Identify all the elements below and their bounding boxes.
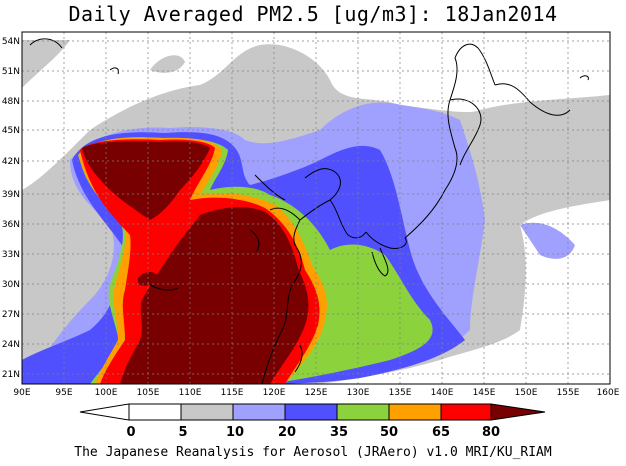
y-tick-label: 45N <box>2 126 20 136</box>
x-tick-label: 160E <box>597 388 620 398</box>
colorbar-bin <box>440 403 492 421</box>
x-axis-labels: 90E 95E 100E 105E 110E 115E 120E 125E 13… <box>13 388 619 398</box>
y-tick-label: 21N <box>2 370 20 380</box>
colorbar-bin <box>232 403 286 421</box>
y-tick-label: 42N <box>2 157 20 167</box>
map-frame <box>21 31 611 385</box>
x-tick-label: 105E <box>137 388 160 398</box>
colorbar-label: 20 <box>278 425 296 440</box>
x-tick-label: 150E <box>515 388 538 398</box>
colorbar-label: 50 <box>380 425 398 440</box>
colorbar-label: 35 <box>330 425 348 440</box>
colorbar-bin <box>180 403 234 421</box>
y-tick-label: 30N <box>2 280 20 290</box>
y-tick-label: 54N <box>2 37 20 47</box>
x-tick-label: 115E <box>221 388 244 398</box>
x-tick-label: 145E <box>473 388 496 398</box>
colorbar-label: 0 <box>126 425 135 440</box>
grid-lines <box>22 32 610 384</box>
y-tick-label: 36N <box>2 220 20 230</box>
y-tick-label: 48N <box>2 97 20 107</box>
map-title: Daily Averaged PM2.5 [ug/m3]: 18Jan2014 <box>68 2 558 26</box>
x-tick-label: 95E <box>55 388 72 398</box>
y-tick-label: 39N <box>2 190 20 200</box>
x-tick-label: 100E <box>95 388 118 398</box>
concentration-field <box>22 40 610 384</box>
x-tick-label: 135E <box>389 388 412 398</box>
colorbar: 0 5 10 20 35 50 65 80 <box>79 403 546 440</box>
y-tick-label: 51N <box>2 67 20 77</box>
y-tick-label: 33N <box>2 250 20 260</box>
x-tick-label: 130E <box>347 388 370 398</box>
x-tick-label: 155E <box>557 388 580 398</box>
footer-credit: The Japanese Reanalysis for Aerosol (JRA… <box>74 445 552 460</box>
x-tick-label: 120E <box>263 388 286 398</box>
y-tick-label: 27N <box>2 310 20 320</box>
colorbar-bin <box>336 403 390 421</box>
x-tick-label: 125E <box>305 388 328 398</box>
colorbar-bin <box>284 403 338 421</box>
y-tick-label: 24N <box>2 340 20 350</box>
x-tick-label: 90E <box>13 388 30 398</box>
colorbar-bin <box>128 403 182 421</box>
colorbar-high-triangle <box>490 403 546 421</box>
colorbar-label: 65 <box>432 425 450 440</box>
x-tick-label: 140E <box>431 388 454 398</box>
colorbar-label: 80 <box>482 425 500 440</box>
coastlines <box>29 38 589 384</box>
y-axis-labels: 21N 24N 27N 30N 33N 36N 39N 42N 45N 48N … <box>2 37 20 380</box>
colorbar-label: 5 <box>178 425 187 440</box>
colorbar-low-triangle <box>79 403 130 421</box>
x-tick-label: 110E <box>179 388 202 398</box>
colorbar-label: 10 <box>226 425 244 440</box>
colorbar-bin <box>388 403 442 421</box>
